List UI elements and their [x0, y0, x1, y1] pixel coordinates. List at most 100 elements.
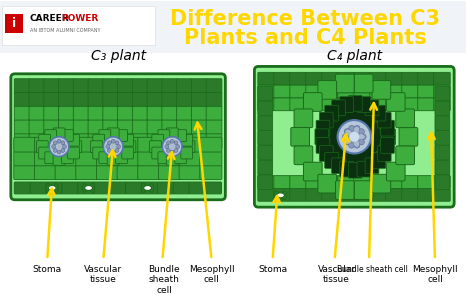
FancyBboxPatch shape [96, 165, 118, 180]
FancyBboxPatch shape [294, 146, 313, 165]
FancyBboxPatch shape [29, 120, 45, 135]
FancyBboxPatch shape [158, 137, 181, 152]
Text: Stoma: Stoma [258, 265, 287, 274]
FancyBboxPatch shape [73, 106, 89, 121]
FancyBboxPatch shape [147, 79, 163, 94]
FancyBboxPatch shape [118, 134, 133, 148]
FancyBboxPatch shape [258, 145, 273, 160]
FancyBboxPatch shape [205, 182, 221, 194]
FancyBboxPatch shape [93, 147, 105, 159]
Circle shape [53, 141, 57, 145]
FancyBboxPatch shape [14, 79, 30, 94]
FancyBboxPatch shape [191, 120, 207, 135]
FancyBboxPatch shape [418, 176, 434, 188]
Text: Vascular
tissue: Vascular tissue [84, 265, 122, 284]
Ellipse shape [82, 184, 87, 192]
FancyBboxPatch shape [319, 112, 333, 128]
FancyBboxPatch shape [118, 79, 133, 94]
FancyBboxPatch shape [173, 182, 190, 194]
FancyBboxPatch shape [303, 93, 322, 111]
FancyBboxPatch shape [357, 161, 371, 177]
FancyBboxPatch shape [336, 74, 354, 93]
FancyBboxPatch shape [94, 182, 110, 194]
FancyBboxPatch shape [107, 128, 119, 140]
FancyBboxPatch shape [162, 106, 178, 121]
Ellipse shape [276, 193, 284, 198]
FancyBboxPatch shape [294, 109, 313, 128]
FancyBboxPatch shape [29, 134, 45, 148]
FancyBboxPatch shape [132, 92, 148, 107]
FancyBboxPatch shape [53, 128, 65, 140]
Text: AN IBTOM ALUMNI COMPANY: AN IBTOM ALUMNI COMPANY [29, 28, 100, 33]
Circle shape [106, 145, 109, 148]
FancyBboxPatch shape [132, 120, 148, 135]
FancyBboxPatch shape [381, 138, 394, 153]
Text: Plants and C4 Plants: Plants and C4 Plants [184, 28, 427, 48]
Circle shape [327, 109, 382, 164]
Circle shape [344, 139, 350, 145]
FancyBboxPatch shape [274, 176, 290, 188]
Circle shape [108, 148, 111, 152]
FancyBboxPatch shape [158, 151, 181, 166]
FancyBboxPatch shape [306, 72, 322, 85]
Circle shape [111, 139, 115, 143]
FancyBboxPatch shape [177, 92, 192, 107]
Bar [5, 14, 23, 33]
FancyBboxPatch shape [258, 72, 274, 85]
Ellipse shape [149, 184, 154, 192]
FancyBboxPatch shape [372, 153, 386, 168]
FancyBboxPatch shape [206, 120, 222, 135]
Circle shape [61, 148, 65, 152]
FancyBboxPatch shape [386, 176, 402, 188]
FancyBboxPatch shape [255, 66, 454, 207]
FancyBboxPatch shape [55, 165, 77, 180]
FancyBboxPatch shape [386, 72, 402, 85]
FancyBboxPatch shape [290, 188, 306, 201]
FancyBboxPatch shape [181, 134, 192, 146]
FancyBboxPatch shape [35, 165, 56, 180]
FancyBboxPatch shape [258, 175, 273, 189]
FancyBboxPatch shape [354, 188, 370, 201]
FancyBboxPatch shape [99, 130, 111, 142]
FancyBboxPatch shape [116, 130, 128, 142]
FancyBboxPatch shape [150, 141, 161, 152]
FancyBboxPatch shape [200, 165, 222, 180]
FancyBboxPatch shape [372, 174, 391, 193]
Ellipse shape [345, 138, 352, 144]
FancyBboxPatch shape [30, 182, 46, 194]
FancyBboxPatch shape [435, 130, 450, 145]
FancyBboxPatch shape [147, 92, 163, 107]
Circle shape [349, 132, 359, 142]
FancyBboxPatch shape [338, 72, 354, 85]
Ellipse shape [85, 185, 92, 190]
Text: C₃ plant: C₃ plant [91, 49, 146, 63]
FancyBboxPatch shape [147, 120, 163, 135]
FancyBboxPatch shape [338, 85, 354, 98]
FancyBboxPatch shape [46, 182, 63, 194]
FancyBboxPatch shape [354, 85, 370, 98]
FancyBboxPatch shape [88, 92, 104, 107]
FancyBboxPatch shape [44, 92, 60, 107]
Circle shape [344, 129, 350, 135]
FancyBboxPatch shape [340, 97, 354, 112]
FancyBboxPatch shape [175, 130, 186, 142]
FancyBboxPatch shape [370, 188, 386, 201]
FancyBboxPatch shape [166, 154, 178, 165]
Circle shape [354, 142, 360, 148]
FancyBboxPatch shape [434, 188, 450, 201]
FancyBboxPatch shape [62, 152, 73, 164]
FancyBboxPatch shape [316, 138, 330, 153]
FancyBboxPatch shape [399, 128, 418, 146]
Ellipse shape [46, 184, 51, 192]
FancyBboxPatch shape [191, 134, 207, 148]
Text: Mesophyll
cell: Mesophyll cell [189, 265, 235, 284]
FancyBboxPatch shape [274, 188, 290, 201]
FancyBboxPatch shape [107, 154, 119, 165]
FancyBboxPatch shape [434, 85, 450, 98]
FancyBboxPatch shape [55, 137, 77, 152]
FancyBboxPatch shape [118, 106, 133, 121]
FancyBboxPatch shape [14, 134, 30, 148]
FancyBboxPatch shape [158, 130, 170, 142]
FancyBboxPatch shape [96, 151, 118, 166]
FancyBboxPatch shape [132, 134, 148, 148]
